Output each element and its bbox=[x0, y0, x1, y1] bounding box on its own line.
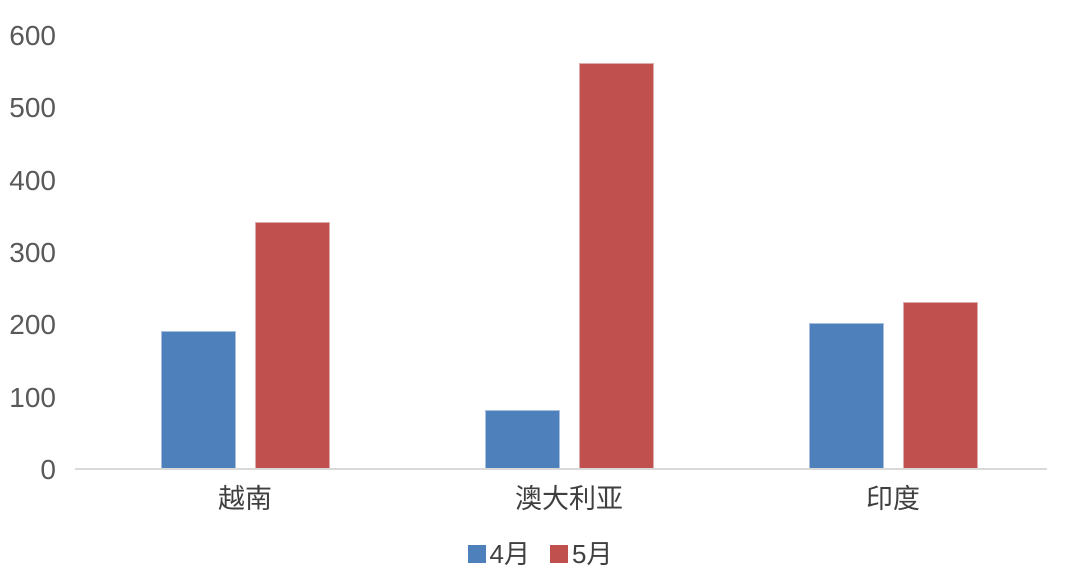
x-axis-category-label: 印度 bbox=[866, 484, 920, 515]
bar-s1-c1 bbox=[578, 63, 654, 468]
bar-s0-c1 bbox=[484, 410, 560, 468]
y-axis-tick-label: 100 bbox=[9, 381, 56, 413]
legend: 4月 5月 bbox=[0, 541, 1080, 567]
plot-area bbox=[75, 0, 1047, 470]
y-axis-tick-label: 200 bbox=[9, 309, 56, 341]
legend-swatch-icon bbox=[467, 545, 486, 563]
y-axis-tick-label: 400 bbox=[9, 164, 56, 196]
bar-groups bbox=[83, 0, 1055, 468]
legend-label: 5月 bbox=[572, 539, 613, 569]
bar-s1-c0 bbox=[254, 222, 330, 468]
bar-group-cat0 bbox=[83, 0, 407, 468]
x-axis-labels: 越南 澳大利亚 印度 bbox=[83, 484, 1055, 516]
bar-group-cat2 bbox=[731, 0, 1055, 468]
y-axis: 0 100 200 300 400 500 600 bbox=[0, 0, 60, 484]
legend-swatch-icon bbox=[550, 545, 568, 563]
bar-s0-c0 bbox=[160, 331, 236, 468]
y-axis-tick-label: 600 bbox=[9, 20, 56, 51]
legend-item-s1: 5月 bbox=[550, 541, 612, 567]
legend-label: 4月 bbox=[489, 539, 530, 569]
bar-s0-c2 bbox=[808, 323, 884, 468]
bar-group-cat1 bbox=[407, 0, 731, 468]
y-axis-tick-label: 500 bbox=[9, 92, 56, 124]
x-axis-category-label: 澳大利亚 bbox=[515, 484, 623, 515]
y-axis-tick-label: 300 bbox=[9, 237, 56, 268]
x-axis-category-label: 越南 bbox=[218, 484, 272, 515]
x-axis-line bbox=[75, 468, 1047, 470]
legend-item-s0: 4月 bbox=[467, 539, 530, 569]
bar-s1-c2 bbox=[902, 302, 978, 468]
y-axis-tick-label: 0 bbox=[40, 454, 56, 485]
